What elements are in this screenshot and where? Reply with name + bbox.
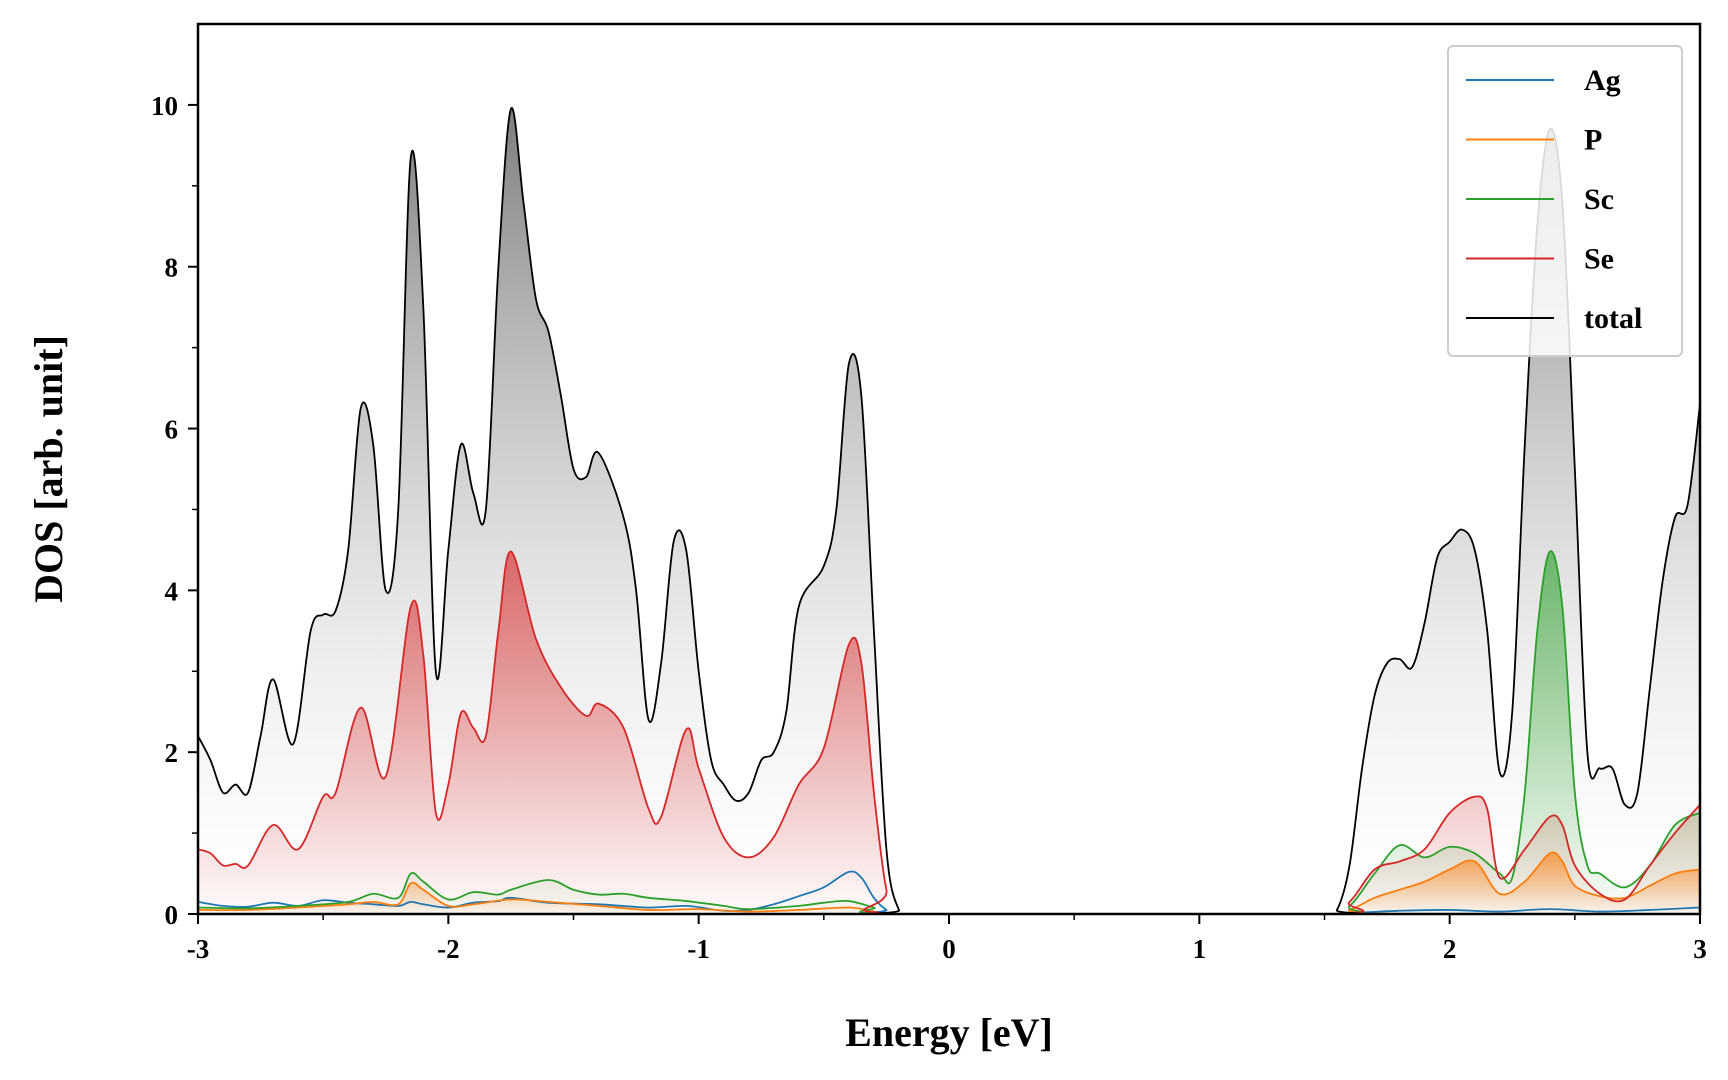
legend-box xyxy=(1447,45,1683,357)
y-tick-label: 2 xyxy=(165,738,179,768)
x-tick-label: -2 xyxy=(437,934,460,964)
line-sc xyxy=(197,550,1701,915)
x-tick-label: -1 xyxy=(687,934,710,964)
y-tick-label: 8 xyxy=(165,253,179,283)
legend-label-se: Se xyxy=(1584,243,1614,276)
y-tick-label: 4 xyxy=(165,576,179,606)
legend-label-total: total xyxy=(1584,302,1642,335)
y-tick-label: 6 xyxy=(165,415,179,445)
x-axis-label: Energy [eV] xyxy=(845,1010,1053,1055)
series-fills xyxy=(198,107,1700,914)
y-axis-label: DOS [arb. unit] xyxy=(26,335,71,603)
line-se xyxy=(197,550,1701,915)
x-tick-label: 3 xyxy=(1693,934,1707,964)
fill-p xyxy=(198,852,1700,914)
x-tick-label: 1 xyxy=(1193,934,1207,964)
legend-label-ag: Ag xyxy=(1584,64,1621,97)
x-tick-label: 2 xyxy=(1443,934,1457,964)
line-total xyxy=(197,107,1701,915)
legend-label-p: P xyxy=(1584,124,1602,157)
y-axis-ticks: 0 2 4 6 8 10 xyxy=(151,91,198,930)
x-tick-label: 0 xyxy=(942,934,956,964)
x-tick-label: -3 xyxy=(187,934,210,964)
fill-se xyxy=(198,551,1700,914)
x-axis-ticks: -3 -2 -1 0 1 2 3 xyxy=(187,914,1707,964)
y-tick-label: 0 xyxy=(165,900,179,930)
y-tick-label: 10 xyxy=(151,91,178,121)
legend-label-sc: Sc xyxy=(1584,183,1614,216)
legend: Ag P Sc Se total xyxy=(1447,45,1683,357)
